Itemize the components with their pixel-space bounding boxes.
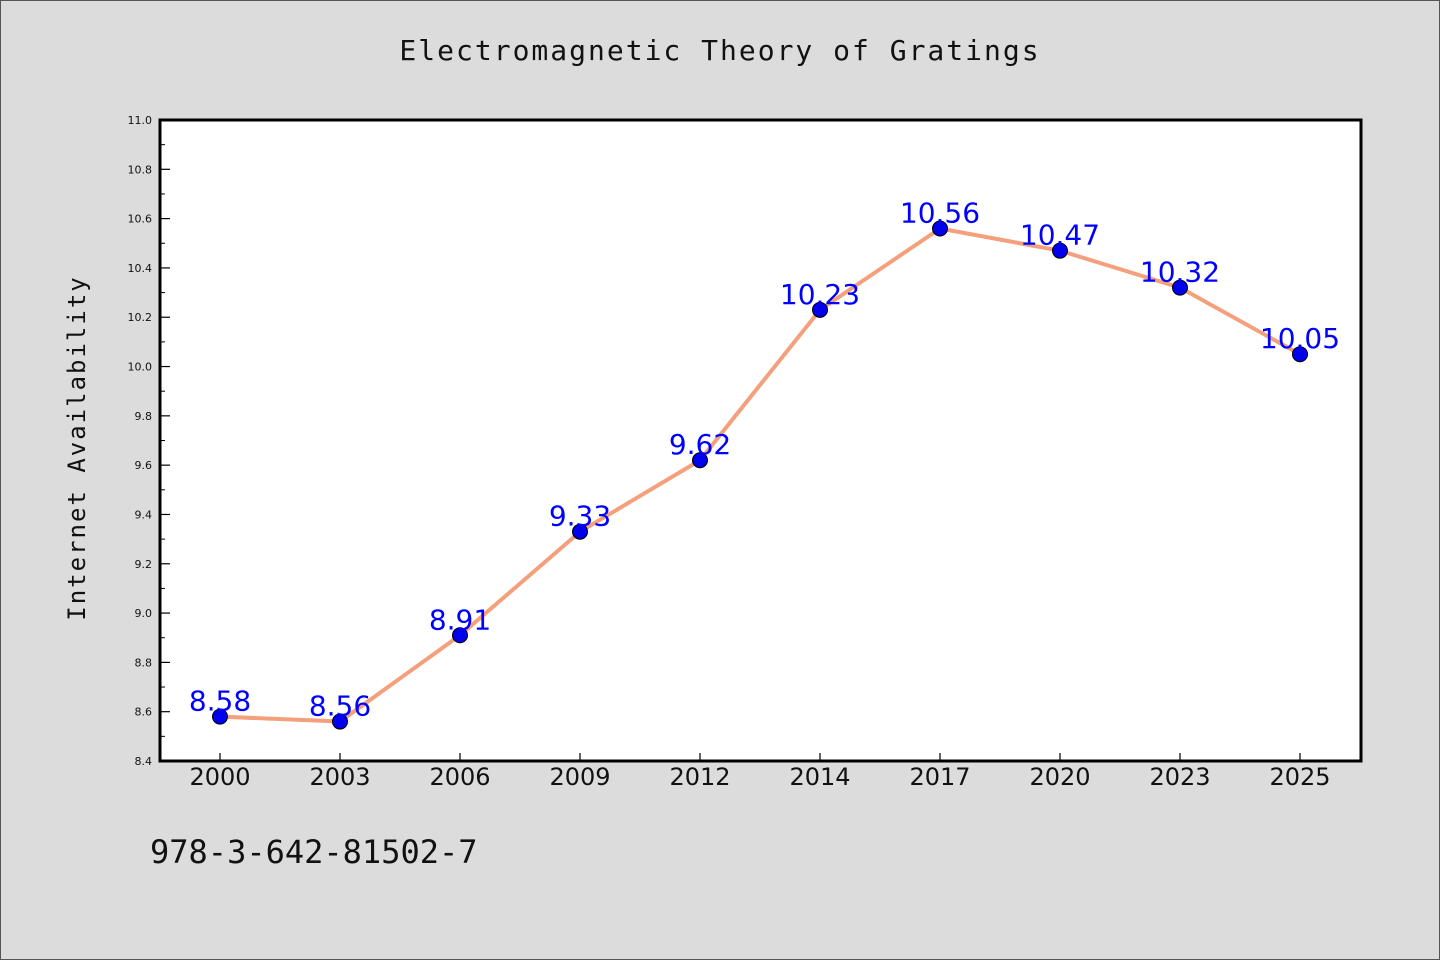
y-tick-label: 9.2 [135, 558, 153, 571]
data-point [932, 220, 948, 237]
data-label: 10.05 [1260, 322, 1340, 355]
x-tick-label: 2017 [909, 763, 970, 791]
x-tick-label: 2012 [669, 763, 730, 791]
y-tick-label: 10.0 [128, 361, 153, 374]
y-tick-label: 10.2 [128, 311, 153, 324]
x-tick-label: 2020 [1029, 763, 1090, 791]
data-point [332, 713, 348, 730]
data-label: 8.58 [189, 685, 251, 718]
y-tick-label: 9.4 [135, 508, 153, 521]
x-tick-label: 2009 [549, 763, 610, 791]
plot-border [158, 118, 1363, 763]
isbn-code: 978-3-642-81502-7 [150, 833, 478, 871]
y-tick-label: 8.8 [135, 656, 153, 669]
data-label: 9.33 [549, 500, 611, 533]
data-label: 8.56 [309, 690, 371, 723]
y-tick-label: 8.6 [135, 706, 153, 719]
data-point [212, 708, 228, 725]
x-tick-label: 2003 [309, 763, 370, 791]
data-label: 10.56 [900, 196, 980, 229]
x-axis-ticks: 2000 2003 2006 2009 2012 2014 2017 2020 2023 2025 [189, 753, 1331, 791]
y-tick-label: 9.8 [135, 410, 153, 423]
data-point [1052, 242, 1068, 259]
data-labels: 8.58 8.56 8.91 9.33 9.62 10.23 10.56 10.47 10.32… [189, 196, 1340, 722]
data-label: 9.62 [669, 428, 731, 461]
y-tick-label: 8.4 [135, 755, 153, 768]
x-tick-label: 2025 [1269, 763, 1330, 791]
y-axis-ticks: 8.4 8.6 8.8 9.0 9.2 9.4 9.6 9.8 10.0 10.2 10.4 10.6… [128, 114, 170, 768]
data-label: 10.47 [1020, 219, 1100, 252]
chart-title: Electromagnetic Theory of Gratings [399, 34, 1041, 67]
data-point [1292, 346, 1308, 363]
y-tick-label: 10.6 [128, 213, 153, 226]
plot-area [160, 120, 1361, 761]
x-tick-label: 2023 [1149, 763, 1210, 791]
y-tick-label: 9.6 [135, 459, 153, 472]
x-tick-label: 2014 [789, 763, 850, 791]
data-point [1172, 279, 1188, 296]
data-point [452, 627, 468, 644]
x-tick-label: 2000 [189, 763, 250, 791]
data-point [572, 523, 588, 540]
series-line [218, 226, 1302, 724]
series-markers [212, 220, 1308, 730]
x-tick-label: 2006 [429, 763, 490, 791]
y-tick-label: 9.0 [135, 607, 153, 620]
y-tick-label: 10.4 [128, 262, 153, 275]
y-tick-label: 10.8 [128, 163, 153, 176]
data-label: 10.23 [780, 278, 860, 311]
data-label: 10.32 [1140, 256, 1220, 289]
y-tick-label: 11.0 [128, 114, 153, 127]
data-label: 8.91 [429, 603, 491, 636]
data-point [812, 301, 828, 318]
data-point [692, 452, 708, 469]
